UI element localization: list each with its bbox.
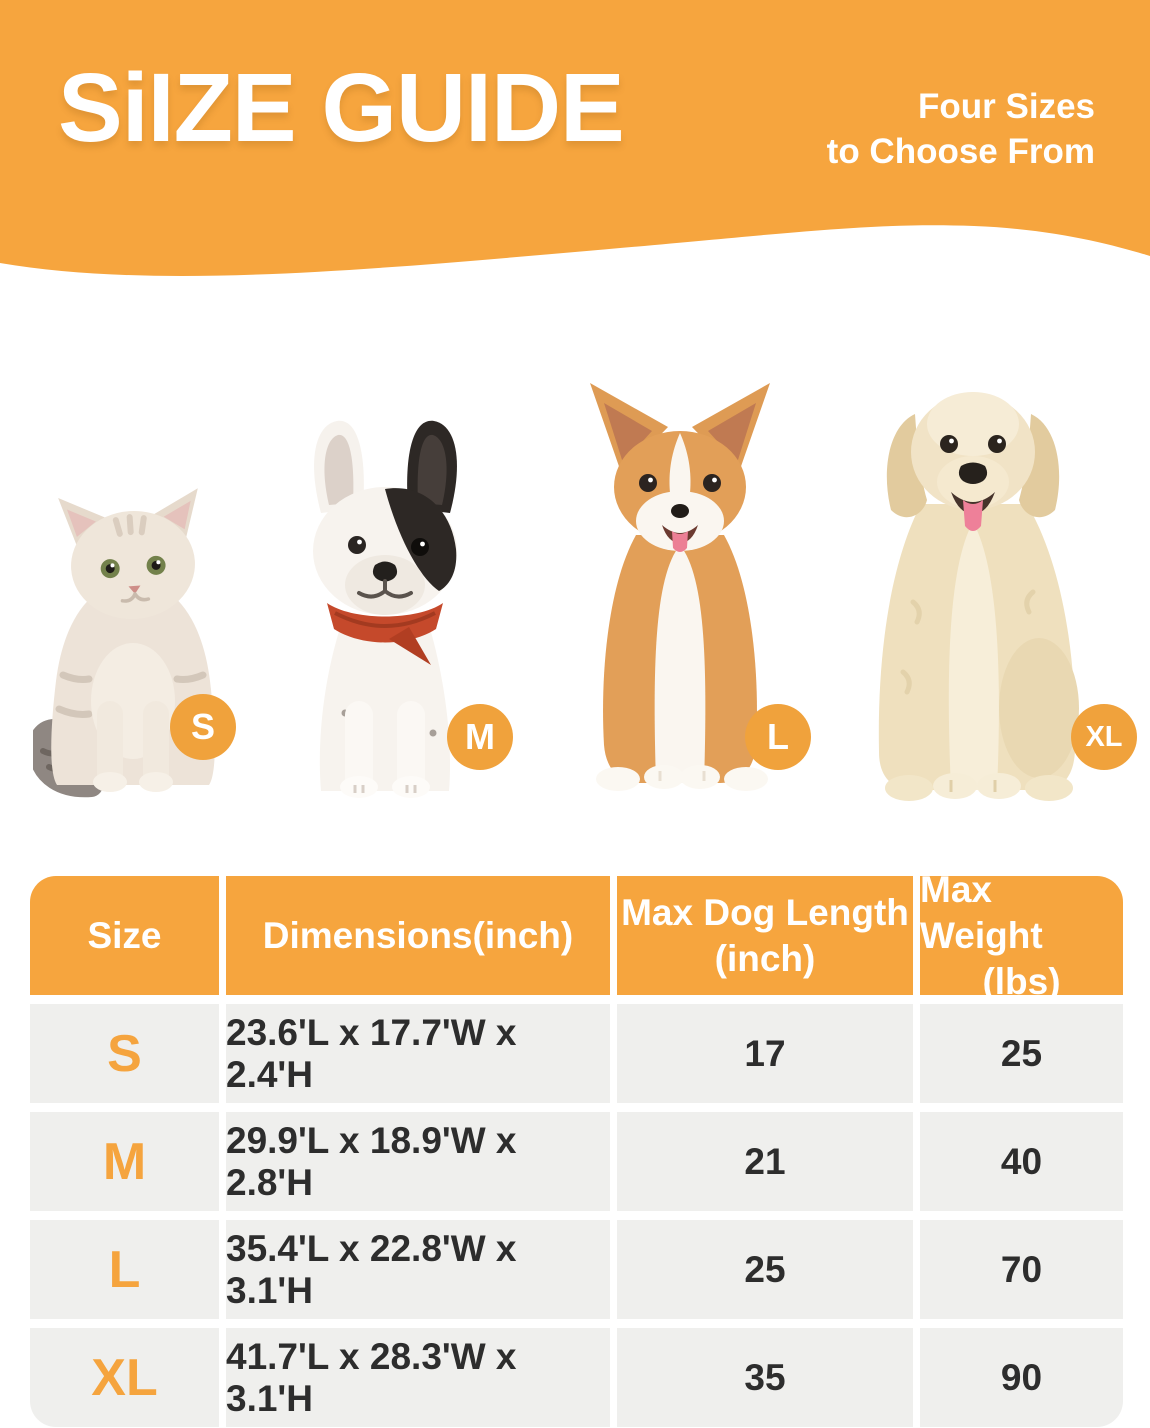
cat-head: [58, 488, 198, 620]
corgi-body: [596, 535, 768, 791]
cell-dimensions-s: 23.6'L x 17.7'W x 2.4'H: [226, 1004, 610, 1103]
subtitle-line-1: Four Sizes: [918, 87, 1095, 126]
column-header-max-dog-length-line2: (inch): [714, 937, 816, 979]
corgi-head: [614, 431, 746, 552]
size-badge-xl: XL: [1071, 704, 1137, 770]
column-header-max-dog-length: Max Dog Length (inch): [617, 876, 913, 995]
cell-size-l: L: [30, 1220, 219, 1319]
column-header-size-label: Size: [87, 914, 162, 956]
subtitle-line-2: to Choose From: [826, 132, 1095, 171]
bulldog-legs: [340, 701, 430, 798]
cell-dimensions-m: 29.9'L x 18.9'W x 2.8'H: [226, 1112, 610, 1211]
cell-max-dog-length-s: 17: [617, 1004, 913, 1103]
cell-dimensions-xl: 41.7'L x 28.3'W x 3.1'H: [226, 1328, 610, 1427]
golden-body: [878, 504, 1079, 801]
cell-dimensions-l: 35.4'L x 22.8'W x 3.1'H: [226, 1220, 610, 1319]
bulldog-head: [313, 487, 457, 615]
golden-retriever-illustration: [878, 392, 1079, 801]
size-badge-s: S: [170, 694, 236, 760]
bulldog-ears: [314, 420, 457, 513]
page-subtitle: Four Sizes to Choose From: [827, 84, 1095, 174]
corgi-illustration: [590, 383, 770, 791]
wave-shape: [0, 0, 1150, 276]
bulldog-bandana: [327, 603, 443, 665]
size-table: Size Dimensions(inch) Max Dog Length (in…: [30, 869, 1123, 1427]
cell-size-s: S: [30, 1004, 219, 1103]
size-badge-xl-label: XL: [1085, 720, 1123, 753]
header-wave-background: [0, 0, 1150, 330]
column-header-dimensions-label: Dimensions(inch): [262, 914, 574, 956]
cell-max-dog-length-xl: 35: [617, 1328, 913, 1427]
cell-max-dog-length-l: 25: [617, 1220, 913, 1319]
cell-max-dog-length-m: 21: [617, 1112, 913, 1211]
cell-size-m: M: [30, 1112, 219, 1211]
size-badge-m-label: M: [465, 716, 495, 757]
cell-max-weight-m: 40: [920, 1112, 1123, 1211]
golden-head: [886, 392, 1060, 531]
size-badge-m: M: [447, 704, 513, 770]
cell-max-weight-xl: 90: [920, 1328, 1123, 1427]
corgi-ears: [590, 383, 770, 475]
column-header-max-weight-line2: (lbs): [982, 960, 1061, 1002]
column-header-dimensions: Dimensions(inch): [226, 876, 610, 995]
french-bulldog-illustration: [313, 420, 457, 798]
cell-max-weight-l: 70: [920, 1220, 1123, 1319]
column-header-max-dog-length-line1: Max Dog Length: [621, 891, 909, 933]
column-header-size: Size: [30, 876, 219, 995]
size-badge-s-label: S: [190, 706, 215, 747]
column-header-max-weight: Max Weight (lbs): [920, 869, 1123, 1002]
bulldog-body: [319, 625, 451, 791]
page-title: SiIZE GUIDE: [58, 53, 625, 162]
size-badge-l-label: L: [767, 716, 789, 757]
cell-max-weight-s: 25: [920, 1004, 1123, 1103]
cell-size-xl: XL: [30, 1328, 219, 1427]
column-header-max-weight-line1: Max Weight: [920, 868, 1043, 956]
size-badge-l: L: [745, 704, 811, 770]
